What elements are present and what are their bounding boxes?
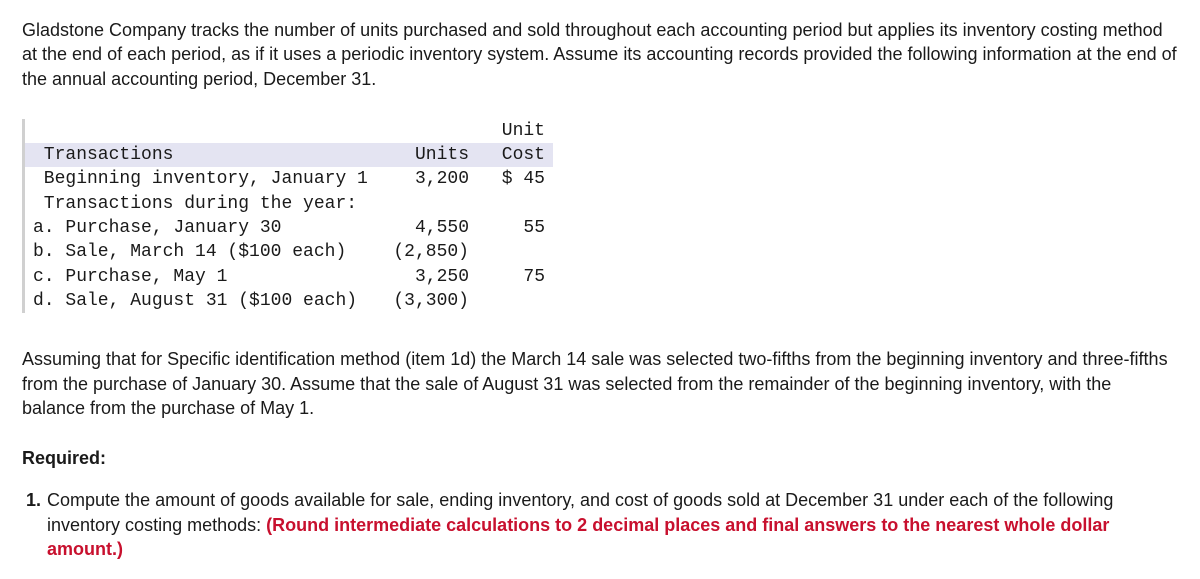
row-cost: 75 xyxy=(477,265,553,289)
table-row: a. Purchase, January 30 4,550 55 xyxy=(25,216,553,240)
row-cost: 55 xyxy=(477,216,553,240)
row-units: 4,550 xyxy=(381,216,477,240)
row-label: a. Purchase, January 30 xyxy=(25,216,381,240)
table-row: d. Sale, August 31 ($100 each) (3,300) xyxy=(25,289,553,313)
row-units: (3,300) xyxy=(381,289,477,313)
row-label: c. Purchase, May 1 xyxy=(25,265,381,289)
row-units: 3,250 xyxy=(381,265,477,289)
header-spacer xyxy=(25,119,381,143)
transactions-table: Unit Transactions Units Cost Beginning i… xyxy=(22,119,1178,313)
requirement-text: Compute the amount of goods available fo… xyxy=(47,488,1178,561)
row-cost xyxy=(477,289,553,313)
row-cost xyxy=(477,240,553,264)
row-label: Transactions during the year: xyxy=(25,192,381,216)
table-row: Transactions during the year: xyxy=(25,192,553,216)
units-header: Units xyxy=(381,143,477,167)
units-header-top xyxy=(381,119,477,143)
transactions-header: Transactions xyxy=(25,143,381,167)
intro-paragraph: Gladstone Company tracks the number of u… xyxy=(22,18,1178,91)
row-cost xyxy=(477,192,553,216)
row-units: (2,850) xyxy=(381,240,477,264)
row-units xyxy=(381,192,477,216)
row-label: d. Sale, August 31 ($100 each) xyxy=(25,289,381,313)
requirements-list: 1. Compute the amount of goods available… xyxy=(22,488,1178,561)
cost-header: Cost xyxy=(477,143,553,167)
row-units: 3,200 xyxy=(381,167,477,191)
table-row: b. Sale, March 14 ($100 each) (2,850) xyxy=(25,240,553,264)
cost-header-top: Unit xyxy=(477,119,553,143)
required-heading: Required: xyxy=(22,446,1178,470)
row-label: Beginning inventory, January 1 xyxy=(25,167,381,191)
requirement-number: 1. xyxy=(26,488,41,561)
table-row: Beginning inventory, January 1 3,200 $ 4… xyxy=(25,167,553,191)
table-row: c. Purchase, May 1 3,250 75 xyxy=(25,265,553,289)
row-label: b. Sale, March 14 ($100 each) xyxy=(25,240,381,264)
assumption-paragraph: Assuming that for Specific identificatio… xyxy=(22,347,1178,420)
row-cost: $ 45 xyxy=(477,167,553,191)
requirement-item: 1. Compute the amount of goods available… xyxy=(26,488,1178,561)
